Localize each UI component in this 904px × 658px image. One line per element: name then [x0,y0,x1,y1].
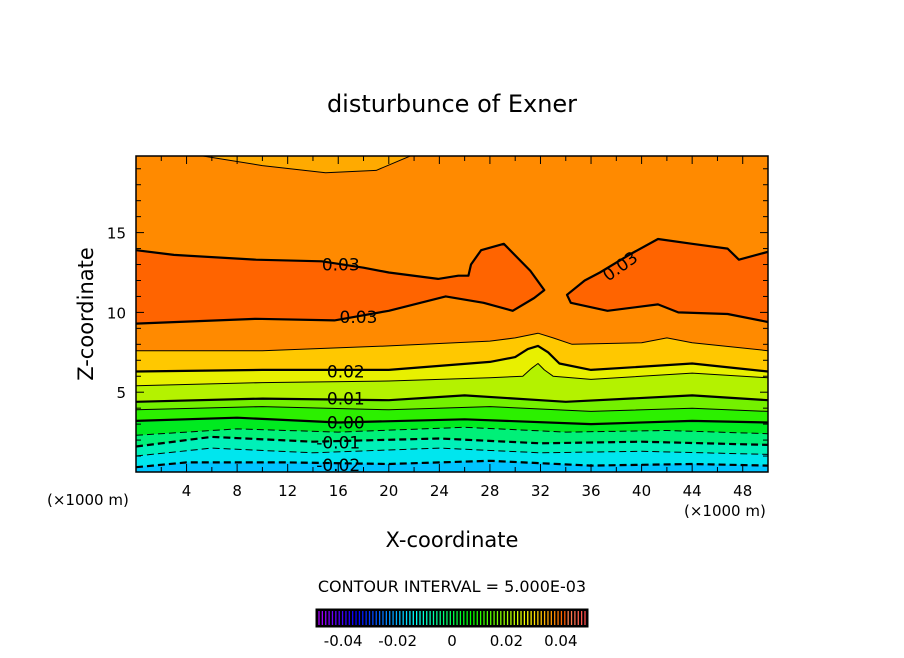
x-tick-label: 20 [379,482,398,500]
contour-line [136,363,768,387]
chart-title: disturbunce of Exner [327,90,577,118]
x-axis-label: X-coordinate [386,528,519,552]
contour-label: 0.00 [327,414,365,434]
x-tick-label: 28 [480,482,499,500]
contour-label: 0.01 [327,390,365,410]
colorbar-tick-label: 0 [447,632,457,650]
contour-interval-text: CONTOUR INTERVAL = 5.000E-03 [318,577,586,596]
contour-label: -0.01 [316,433,360,453]
plot-frame [135,155,769,473]
contour-line [136,416,768,426]
contour-fills [136,156,768,472]
contour-line [136,406,768,412]
x-unit-label: (×1000 m) [684,502,766,520]
x-tick-label: 36 [581,482,600,500]
contour-line [565,237,768,324]
x-tick-label: 8 [232,482,242,500]
x-tick-label: 40 [632,482,651,500]
colorbar: -0.04 -0.02 0 0.02 0.04 [315,608,589,650]
fill-band-max [136,243,545,324]
y-axis-label: Z-coordinate [74,247,98,381]
colorbar-tick-label: -0.04 [324,632,363,650]
contour-label: 0.02 [327,362,365,382]
contour-line [136,394,768,403]
x-tick-label: 44 [683,482,702,500]
y-unit-label: (×1000 m) [47,491,129,509]
contour-line [136,447,768,457]
contour-line [136,242,546,325]
contour-line [136,426,768,436]
fill-band-max [567,239,768,322]
x-tick-label: 32 [531,482,550,500]
contour-label: 0.03 [322,256,360,276]
x-tick-label: 48 [733,482,752,500]
y-tick-label: 15 [107,225,126,243]
x-tick-label: 12 [278,482,297,500]
colorbar-frame [315,608,589,628]
contour-line [199,156,412,174]
x-tick-label: 24 [430,482,449,500]
contour-labels: -0.02-0.010.000.010.020.030.030.03 [316,248,642,476]
axis-ticks [136,156,768,472]
fill-band-top [202,156,411,173]
contour-line [136,332,768,352]
colorbar-tick-label: 0.04 [544,632,577,650]
x-tick-label: 4 [182,482,192,500]
contour-line [136,344,768,373]
x-tick-label: 16 [329,482,348,500]
fill-band [136,460,768,472]
contour-lines [136,156,768,469]
y-tick-label: 5 [116,384,126,402]
contour-line [136,459,768,469]
colorbar-tick-label: 0.02 [490,632,523,650]
contour-line [136,435,768,448]
contour-label: 0.03 [340,308,378,328]
y-tick-label: 10 [107,304,126,322]
colorbar-tick-label: -0.02 [378,632,417,650]
